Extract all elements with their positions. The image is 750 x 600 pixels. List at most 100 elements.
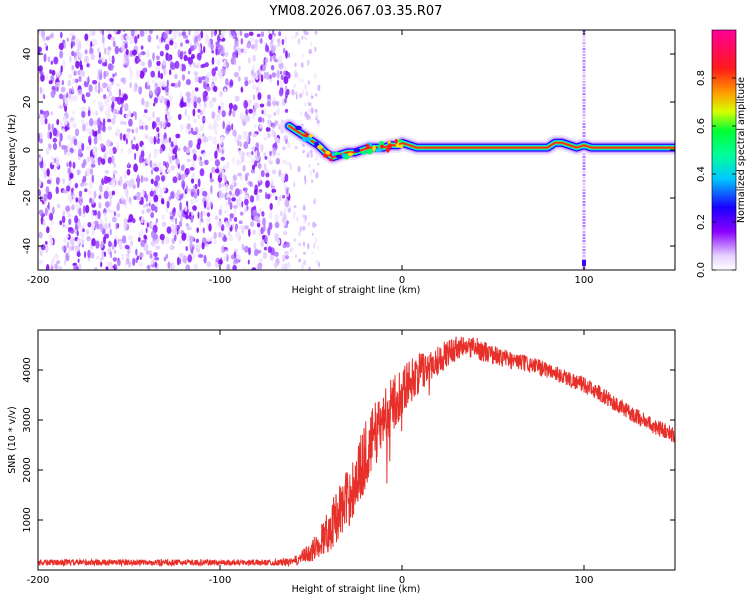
noise-speckle xyxy=(166,161,169,170)
noise-speckle xyxy=(203,101,207,108)
noise-speckle xyxy=(285,50,288,59)
noise-speckle xyxy=(174,234,177,242)
stripe-segment xyxy=(582,90,586,93)
noise-speckle xyxy=(54,253,59,260)
noise-speckle xyxy=(221,245,225,254)
noise-speckle xyxy=(134,82,138,88)
noise-speckle xyxy=(218,231,222,238)
noise-speckle xyxy=(240,38,244,45)
noise-speckle xyxy=(262,117,265,123)
noise-speckle xyxy=(71,50,75,57)
noise-speckle xyxy=(214,66,218,71)
noise-speckle xyxy=(161,221,167,227)
noise-speckle xyxy=(86,63,90,68)
noise-speckle xyxy=(85,167,91,176)
stripe-segment xyxy=(582,231,586,234)
noise-speckle xyxy=(210,30,214,38)
noise-speckle xyxy=(100,240,104,249)
noise-speckle xyxy=(160,121,163,129)
y-tick-label: 4000 xyxy=(22,357,33,382)
noise-speckle xyxy=(313,242,316,250)
noise-speckle xyxy=(237,198,242,207)
noise-speckle xyxy=(223,88,227,93)
noise-speckle xyxy=(67,135,72,140)
stripe-segment xyxy=(582,51,586,54)
noise-speckle xyxy=(122,93,128,101)
noise-speckle xyxy=(184,108,187,117)
noise-speckle xyxy=(52,137,58,143)
noise-speckle xyxy=(81,212,86,218)
noise-speckle xyxy=(267,246,273,253)
noise-speckle xyxy=(188,130,191,135)
noise-speckle xyxy=(233,217,238,222)
noise-speckle xyxy=(303,30,306,35)
noise-speckle xyxy=(145,227,148,234)
noise-speckle xyxy=(109,209,115,214)
noise-speckle xyxy=(252,229,256,236)
noise-speckle xyxy=(58,42,64,51)
noise-speckle xyxy=(178,113,182,121)
noise-speckle xyxy=(284,173,289,182)
noise-speckle xyxy=(87,249,91,259)
noise-speckle xyxy=(145,194,148,202)
noise-speckle xyxy=(244,245,249,253)
noise-speckle xyxy=(63,259,67,266)
noise-speckle xyxy=(225,183,229,192)
noise-speckle xyxy=(133,86,138,93)
noise-speckle xyxy=(128,35,134,45)
noise-speckle xyxy=(140,196,144,204)
noise-speckle xyxy=(275,108,281,116)
noise-speckle xyxy=(288,207,291,213)
noise-speckle xyxy=(75,83,78,90)
noise-speckle xyxy=(266,242,270,248)
noise-speckle xyxy=(172,30,177,36)
noise-speckle xyxy=(75,245,80,251)
noise-speckle xyxy=(240,153,246,163)
noise-speckle xyxy=(43,94,46,100)
snr-x-label: Height of straight line (km) xyxy=(292,584,421,595)
noise-speckle xyxy=(202,227,205,234)
ridge-blob xyxy=(335,154,342,159)
noise-speckle xyxy=(64,105,68,112)
noise-speckle xyxy=(185,39,190,44)
noise-speckle xyxy=(149,253,153,259)
noise-speckle xyxy=(185,214,190,220)
noise-speckle xyxy=(179,64,183,71)
noise-speckle xyxy=(283,230,288,236)
noise-speckle xyxy=(308,164,311,168)
noise-speckle xyxy=(180,173,186,181)
noise-speckle xyxy=(76,143,81,149)
noise-speckle xyxy=(207,135,213,141)
noise-speckle xyxy=(293,238,297,242)
noise-speckle xyxy=(179,90,182,100)
noise-speckle xyxy=(197,178,201,188)
noise-speckle xyxy=(164,43,170,51)
noise-speckle xyxy=(310,95,314,99)
noise-speckle xyxy=(252,94,256,101)
noise-speckle xyxy=(39,86,42,94)
noise-speckle xyxy=(194,75,199,83)
noise-speckle xyxy=(266,193,271,200)
noise-speckle xyxy=(112,146,117,155)
x-tick-label: 0 xyxy=(399,275,405,286)
noise-speckle xyxy=(213,85,218,92)
noise-speckle xyxy=(116,107,119,114)
noise-speckle xyxy=(260,144,264,153)
noise-speckle xyxy=(39,138,43,144)
noise-speckle xyxy=(46,226,50,234)
noise-speckle xyxy=(66,241,70,249)
noise-speckle xyxy=(63,237,67,244)
noise-speckle xyxy=(250,221,255,227)
noise-speckle xyxy=(163,256,167,262)
noise-speckle xyxy=(114,45,120,55)
noise-speckle xyxy=(265,172,270,178)
noise-speckle xyxy=(92,229,95,237)
noise-speckle xyxy=(61,145,66,150)
noise-speckle xyxy=(304,84,307,91)
noise-speckle xyxy=(302,204,306,211)
noise-speckle xyxy=(98,195,101,199)
noise-speckle xyxy=(315,259,319,266)
noise-speckle xyxy=(142,189,145,197)
noise-speckle xyxy=(94,209,97,216)
noise-speckle xyxy=(124,260,127,267)
